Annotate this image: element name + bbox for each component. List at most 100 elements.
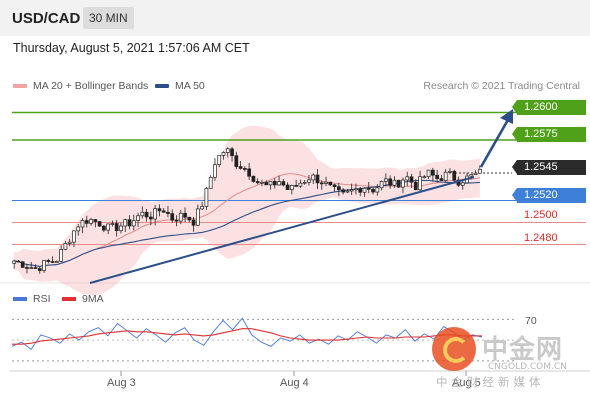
x-tick-aug-3: Aug 3 xyxy=(107,377,136,389)
candle xyxy=(153,205,157,226)
candle xyxy=(72,230,76,248)
candle xyxy=(401,177,405,194)
candle xyxy=(392,176,397,188)
candle-body xyxy=(243,168,247,170)
candle xyxy=(93,218,98,228)
candle xyxy=(426,169,431,180)
candle-body xyxy=(157,208,162,212)
candle-body xyxy=(136,215,140,221)
candle-body xyxy=(272,180,277,186)
candle xyxy=(208,175,213,189)
candle xyxy=(315,169,320,190)
candle-body xyxy=(59,249,63,262)
watermark-emblem-icon xyxy=(432,327,476,371)
candle xyxy=(25,263,29,274)
candle xyxy=(213,158,217,181)
candle-body xyxy=(277,181,281,186)
projection-arrow xyxy=(479,117,511,168)
candle xyxy=(161,207,166,213)
candle xyxy=(413,179,418,191)
candle xyxy=(341,187,345,195)
candle-body xyxy=(379,181,384,189)
candle xyxy=(140,206,145,219)
candle-body xyxy=(247,168,251,177)
candle xyxy=(42,259,46,273)
candle xyxy=(251,175,256,183)
candle xyxy=(80,218,85,234)
candle-body xyxy=(439,178,444,181)
grid-layer xyxy=(0,282,590,376)
candle-body xyxy=(37,268,42,271)
watermark-cn-text: 中金网 xyxy=(482,335,564,365)
candle-body xyxy=(217,154,222,165)
candle-body xyxy=(178,212,183,222)
candle xyxy=(234,151,239,170)
candle-body xyxy=(392,179,397,186)
candle-body xyxy=(285,184,290,190)
candle-body xyxy=(114,223,119,231)
projection-arrowhead xyxy=(500,109,513,124)
candle xyxy=(443,169,448,182)
candle-body xyxy=(161,210,166,213)
candle-body xyxy=(298,182,303,187)
candle xyxy=(149,211,153,226)
candle-body xyxy=(204,187,209,207)
candle xyxy=(238,161,243,170)
candle-body xyxy=(80,220,85,228)
candle xyxy=(59,245,63,262)
candle-body xyxy=(260,181,264,184)
watermark-domain: CNGOLD.COM.CN xyxy=(488,362,567,372)
legend-bollinger-label: MA 20 + Bollinger Bands xyxy=(33,80,149,92)
current-price-tag: 1.2545 xyxy=(512,160,586,175)
candle xyxy=(379,180,384,191)
candle-body xyxy=(281,181,286,186)
candle xyxy=(136,212,140,228)
legend-9ma-label: 9MA xyxy=(82,293,104,305)
candle-body xyxy=(345,190,350,193)
watermark-tagline: 中金财经新媒体 xyxy=(436,375,545,389)
candle-body xyxy=(422,176,427,179)
bollinger-swatch xyxy=(13,84,27,88)
candle xyxy=(285,182,290,190)
candle-body xyxy=(319,182,324,185)
candle-body xyxy=(384,178,388,182)
candle-body xyxy=(290,185,294,190)
candle xyxy=(106,223,110,235)
candle-body xyxy=(251,175,256,182)
candle xyxy=(422,175,427,179)
candle-body xyxy=(230,148,234,157)
candle xyxy=(311,173,316,185)
candle xyxy=(268,180,273,190)
bollinger-band xyxy=(14,125,480,296)
candle-body xyxy=(307,179,311,183)
candle xyxy=(405,171,410,187)
candle-body xyxy=(460,182,465,186)
level-lines-layer xyxy=(12,111,586,246)
candle xyxy=(20,261,25,268)
candle xyxy=(157,204,162,217)
candle-body xyxy=(174,219,179,222)
candle xyxy=(76,224,81,236)
candle-body xyxy=(264,181,269,186)
candle-body xyxy=(20,261,25,268)
candle xyxy=(166,205,170,218)
chart-datetime: Thursday, August 5, 2021 1:57:06 AM CET xyxy=(13,41,250,55)
candle-body xyxy=(149,216,153,220)
watermark-logo: 中金网 CNGOLD.COM.CN 中金财经新媒体 xyxy=(432,327,582,389)
candle xyxy=(127,215,132,230)
candle-body xyxy=(332,184,337,188)
candle xyxy=(97,220,102,227)
candle-body xyxy=(409,176,414,183)
candle xyxy=(200,201,204,211)
candle xyxy=(243,166,247,172)
candle-body xyxy=(375,187,380,193)
timeframe-badge[interactable]: 30 MIN xyxy=(83,7,134,29)
candle-body xyxy=(473,172,478,175)
candle xyxy=(337,182,341,197)
candle xyxy=(371,187,375,195)
candle-body xyxy=(234,155,239,167)
candle-body xyxy=(123,219,128,227)
candle-body xyxy=(268,180,273,186)
candle-body xyxy=(358,188,363,193)
candle-body xyxy=(76,226,81,232)
